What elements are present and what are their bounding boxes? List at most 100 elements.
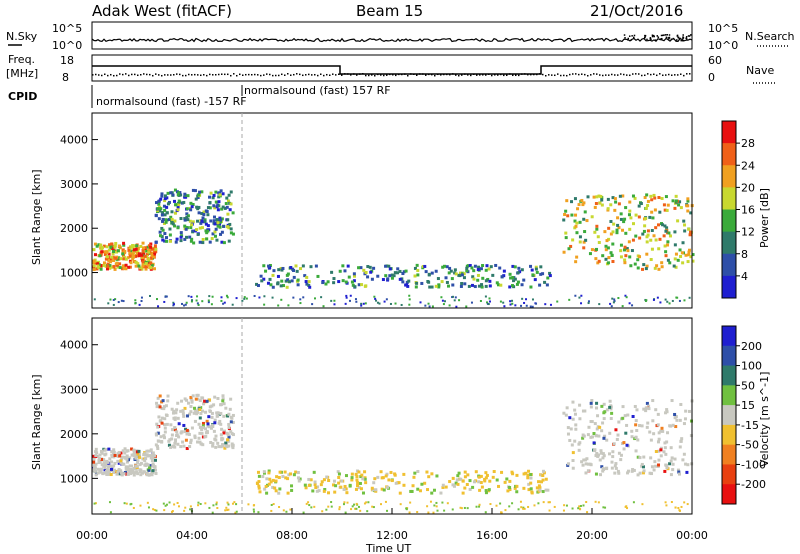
echo-cell	[586, 195, 590, 199]
echo-cell	[497, 484, 501, 488]
echo-cell	[222, 302, 225, 305]
echo-cell	[623, 248, 627, 252]
echo-cell	[99, 252, 103, 256]
echo-cell	[686, 503, 689, 506]
echo-cell	[194, 397, 198, 401]
echo-cell	[684, 253, 688, 257]
echo-cell	[681, 261, 685, 265]
echo-cell	[406, 284, 410, 288]
echo-cell	[163, 194, 167, 198]
echo-cell	[517, 508, 520, 511]
echo-cell	[137, 252, 141, 256]
nave-dot	[392, 74, 394, 76]
echo-cell	[574, 224, 578, 228]
echo-cell	[99, 267, 103, 271]
echo-cell	[600, 465, 604, 469]
echo-cell	[566, 432, 570, 436]
echo-cell	[687, 409, 691, 413]
echo-cell	[488, 300, 491, 303]
echo-cell	[674, 506, 677, 509]
nave-dot	[170, 74, 172, 76]
echo-cell	[678, 299, 681, 302]
echo-cell	[200, 396, 204, 400]
echo-cell	[631, 222, 635, 226]
nave-dot	[509, 73, 511, 75]
echo-cell	[660, 196, 664, 200]
echo-cell	[651, 399, 655, 403]
echo-cell	[260, 279, 264, 283]
echo-cell	[343, 484, 347, 488]
echo-cell	[221, 442, 225, 446]
echo-cell	[453, 268, 457, 272]
echo-cell	[229, 190, 233, 194]
echo-cell	[183, 224, 187, 228]
echo-cell	[358, 481, 362, 485]
echo-cell	[461, 479, 465, 483]
echo-cell	[675, 296, 678, 299]
echo-cell	[596, 235, 600, 239]
nave-dot	[494, 74, 496, 76]
echo-cell	[114, 298, 117, 301]
nave-dot	[674, 74, 676, 76]
echo-cell	[181, 409, 185, 413]
noise-panel-frame	[91, 21, 693, 50]
echo-cell	[566, 426, 570, 430]
echo-cell	[602, 454, 606, 458]
echo-cell	[488, 297, 491, 300]
echo-cell	[216, 224, 220, 228]
echo-cell	[586, 511, 589, 514]
echo-cell	[613, 298, 616, 301]
echo-cell	[154, 214, 158, 218]
echo-cell	[574, 260, 578, 264]
echo-cell	[529, 285, 533, 289]
echo-cell	[153, 465, 157, 469]
nave-dot	[518, 74, 520, 77]
echo-cell	[165, 196, 169, 200]
echo-cell	[463, 470, 467, 474]
echo-cell	[608, 405, 612, 409]
echo-cell	[92, 468, 96, 472]
echo-cell	[154, 443, 158, 447]
echo-cell	[130, 453, 134, 457]
echo-cell	[372, 266, 376, 270]
echo-cell	[330, 299, 333, 302]
echo-cell	[145, 472, 149, 476]
echo-cell	[119, 451, 123, 455]
echo-cell	[476, 273, 480, 277]
echo-cell	[612, 222, 616, 226]
echo-cell	[523, 301, 526, 304]
nave-dot	[578, 73, 580, 76]
echo-cell	[224, 441, 228, 445]
echo-cell	[284, 476, 288, 480]
echo-cell	[436, 509, 439, 512]
echo-cell	[198, 408, 202, 412]
echo-cell	[426, 488, 430, 492]
echo-cell	[211, 196, 215, 200]
echo-cell	[448, 304, 451, 307]
echo-cell	[456, 474, 460, 478]
echo-cell	[119, 471, 123, 475]
velocity-xlabel: Time UT	[365, 542, 411, 554]
echo-cell	[179, 193, 183, 197]
echo-cell	[256, 284, 260, 288]
echo-cell	[628, 255, 632, 259]
echo-cell	[275, 475, 279, 479]
echo-cell	[216, 221, 220, 225]
echo-cell	[546, 488, 550, 492]
echo-cell	[539, 272, 543, 276]
echo-cell	[110, 265, 114, 269]
echo-cell	[415, 263, 419, 267]
noise-search-dot	[681, 39, 684, 42]
echo-cell	[307, 280, 311, 284]
echo-cell	[386, 509, 389, 512]
echo-cell	[109, 467, 113, 471]
echo-cell	[352, 279, 356, 283]
echo-cell	[281, 474, 285, 478]
echo-cell	[144, 262, 148, 266]
echo-cell	[592, 441, 596, 445]
echo-cell	[227, 503, 230, 506]
echo-cell	[160, 416, 164, 420]
echo-cell	[257, 480, 261, 484]
